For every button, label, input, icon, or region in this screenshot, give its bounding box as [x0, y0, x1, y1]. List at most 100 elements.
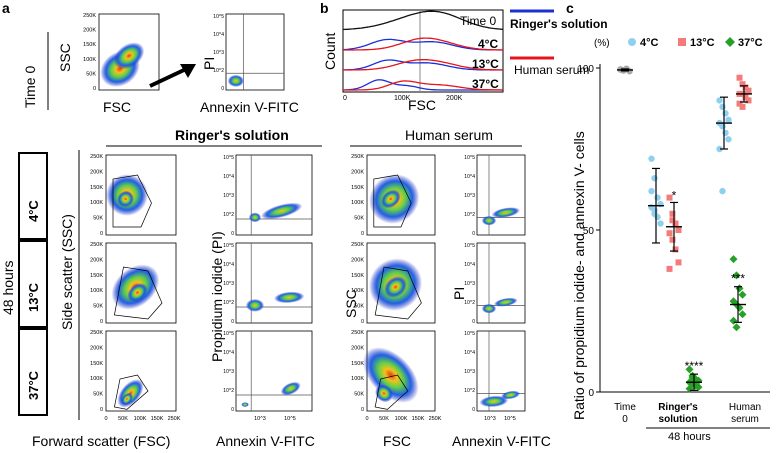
flow-ringer-scatter-0-density-1: [117, 190, 134, 208]
point-5-0: [736, 74, 743, 81]
point-4-3: [725, 116, 732, 124]
time0-fsc-label: FSC: [103, 99, 131, 115]
point-3-7: [694, 383, 703, 392]
side-scatter-label: Side scatter (SSC): [59, 214, 75, 330]
group-label-0: Time: [614, 402, 636, 413]
time0-annexin-label: Annexin V-FITC: [200, 99, 299, 115]
point-1-2: [654, 194, 661, 201]
flow-time0-scatter-ytick-2: 150K: [83, 42, 96, 48]
flow-ringer-quad-1-ytick-3: 10^2: [223, 300, 234, 306]
flow-time0-quad-density-0: [227, 74, 244, 87]
flow-ringer-scatter-2-ytick-4: 50K: [93, 392, 103, 398]
temp-label-4c: 4°C: [26, 200, 41, 222]
hist-xlabel: FSC: [408, 97, 436, 113]
flow-ringer-scatter-0-ytick-0: 250K: [90, 154, 103, 160]
point-2-7: [675, 259, 682, 266]
point-4-2: [722, 110, 729, 117]
point-1-6: [654, 213, 661, 221]
flow-ringer-scatter-1-gate: [113, 266, 163, 320]
flow-ringer-quad-2-ytick-4: 0: [231, 407, 234, 413]
flow-plots: 250K200K150K100K50K010^510^410^310^20250…: [83, 13, 526, 422]
point-6-7: [738, 310, 747, 319]
hist-label-37c: 37°C: [472, 77, 499, 91]
flow-human-quad-xtick-1: 10^5: [504, 416, 516, 422]
series-4: [716, 96, 732, 195]
flow-ringer-scatter-xtick-1: 50K: [118, 416, 128, 422]
flow-human-quad-1-density-1: [493, 297, 518, 307]
flow-human-scatter-2: 250K 200K 150K 100K 50K 0: [351, 330, 436, 413]
hist-time0: [342, 10, 504, 31]
flow-human-scatter-1-ytick-5: 0: [361, 319, 364, 325]
flow-ringer-scatter-2-ytick-5: 0: [100, 407, 103, 413]
flow-human-quad-xtick-0: 10^3: [484, 416, 496, 422]
point-5-7: [745, 97, 752, 104]
flow-human-quad-2-ytick-3: 10^2: [464, 388, 475, 394]
hist-xtick-100k: 100K: [394, 95, 411, 102]
legend-label-1: 13°C: [690, 37, 715, 49]
legend-marker-2: [725, 37, 735, 47]
histogram-frame: [342, 9, 504, 93]
flow-ringer-scatter-2-gate: [113, 374, 149, 410]
legend-human-label: Human serum: [514, 63, 589, 77]
chart-ytick-0: 0: [588, 388, 594, 399]
flow-human-quad-0: 10^5 10^4 10^3 10^2 0: [464, 154, 526, 237]
flow-ringer-quad-2-ytick-0: 10^5: [223, 331, 234, 337]
flow-human-scatter-0-gate: [373, 174, 412, 228]
flow-time0-quad-ytick-0: 10^5: [213, 14, 224, 20]
hist-label-4c: 4°C: [478, 37, 498, 51]
flow-ringer-scatter-2-ytick-0: 250K: [90, 330, 103, 336]
point-1-0: [648, 155, 655, 162]
panel-c-letter: c: [566, 0, 574, 16]
point-6-9: [732, 323, 741, 332]
flow-human-quad-0-ytick-2: 10^3: [464, 193, 475, 199]
hist-xtick-0: 0: [343, 95, 347, 102]
flow-ringer-scatter-0-ytick-3: 100K: [90, 200, 103, 206]
flow-ringer-scatter-xtick-4: 250K: [168, 416, 181, 422]
hist-37c-ringer: [343, 79, 503, 91]
flow-human-quad-1-ytick-2: 10^3: [464, 281, 475, 287]
flow-ringer-scatter-1-ytick-0: 250K: [90, 242, 103, 248]
flow-human-scatter-xtick-1: 50K: [379, 416, 389, 422]
hist-label-13c: 13°C: [472, 57, 499, 71]
point-1-9: [651, 207, 658, 214]
flow-ringer-quad-0-ytick-0: 10^5: [223, 155, 234, 161]
flow-time0-scatter-ytick-4: 50K: [86, 71, 96, 77]
flow-human-quad-2-ytick-0: 10^5: [464, 331, 475, 337]
point-2-8: [666, 265, 673, 272]
flow-human-quad-1-ytick-0: 10^5: [464, 243, 475, 249]
point-5-8: [736, 100, 743, 107]
flow-ringer-scatter-1-density-1: [127, 283, 148, 303]
point-2-4: [666, 230, 673, 237]
flow-human-scatter-2-density-1: [375, 384, 393, 403]
flow-ringer-quad-2: 10^5 10^4 10^3 10^2 0: [223, 330, 313, 413]
flow-ringer-quad-2-ytick-1: 10^4: [223, 350, 234, 356]
flow-ringer-scatter-0-ytick-2: 150K: [90, 185, 103, 191]
flow-human-scatter-0-ytick-1: 200K: [351, 169, 364, 175]
ssc-col3-label: SSC: [343, 289, 359, 318]
temp-box-13c: [18, 240, 48, 328]
flow-time0-quad: 10^5 10^4 10^3 10^2 0: [213, 13, 285, 92]
flow-human-scatter-1-ytick-1: 200K: [351, 257, 364, 263]
group-label-1: Ringer's: [658, 402, 698, 413]
y-unit-label: (%): [594, 38, 610, 49]
flow-human-quad-2-ytick-2: 10^3: [464, 369, 475, 375]
flow-ringer-scatter-2-density-1: [121, 392, 133, 406]
flow-ringer-quad-0-ytick-4: 0: [231, 231, 234, 237]
flow-human-quad-2-density-0: [479, 395, 509, 408]
point-2-6: [672, 246, 679, 253]
point-2-3: [675, 227, 682, 233]
flow-ringer-quad-2-density-1: [241, 402, 249, 407]
flow-human-quad-0-ytick-3: 10^2: [464, 212, 475, 218]
flow-ringer-scatter-1-ytick-5: 0: [100, 319, 103, 325]
point-2-9: [669, 217, 676, 224]
group-label2-2: serum: [731, 414, 759, 425]
flow-ringer-quad-2-ytick-2: 10^3: [223, 369, 234, 375]
flow-ringer-quad-1-ytick-4: 0: [231, 319, 234, 325]
flow-ringer-quad-1-ytick-1: 10^4: [223, 262, 234, 268]
flow-human-scatter-1-density-1: [384, 276, 407, 298]
flow-ringer-quad-0-density-1: [248, 212, 262, 223]
flow-human-scatter-xtick-4: 250K: [429, 416, 442, 422]
series-1: [648, 155, 664, 244]
flow-ringer-quad-1-ytick-0: 10^5: [223, 243, 234, 249]
